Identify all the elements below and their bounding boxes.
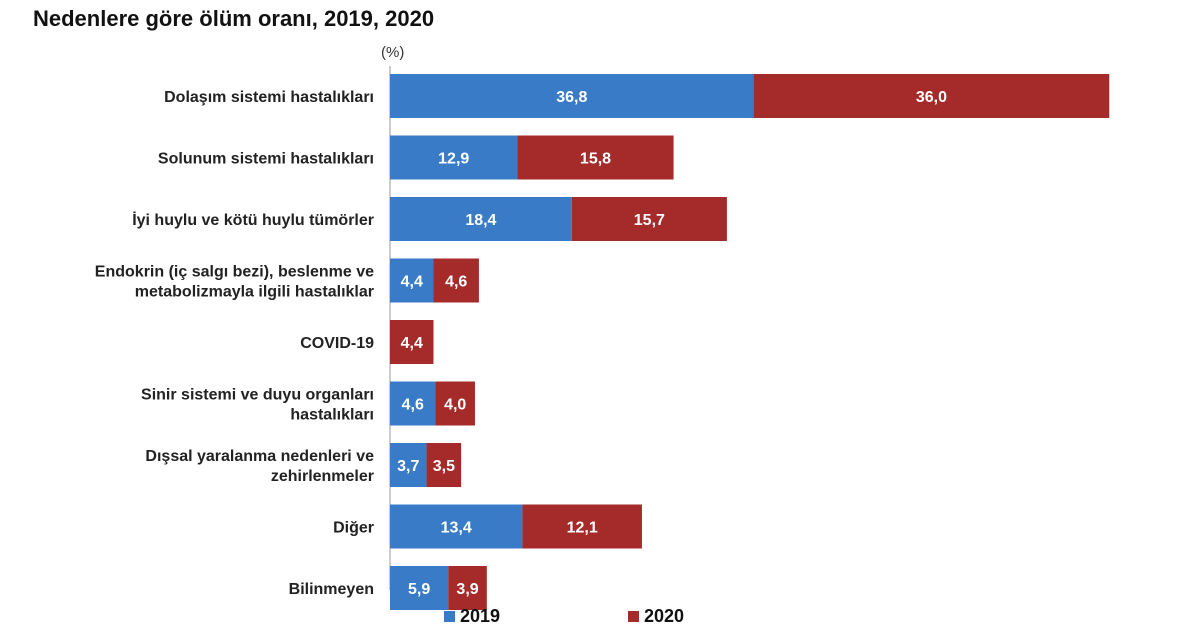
category-label: Diğer <box>333 520 374 537</box>
bar-2020 <box>753 74 1110 118</box>
bar-2019 <box>390 258 434 303</box>
category-label: İyi huylu ve kötü huylu tümörler <box>132 211 374 229</box>
bar-2019 <box>390 381 436 426</box>
data-label-2019: 18,4 <box>465 212 496 229</box>
category-label: Dışsal yaralanma nedenleri ve zehirlenmel… <box>145 448 374 485</box>
category-label: Endokrin (iç salgı bezi), beslenme ve met… <box>95 264 374 301</box>
category-label: Dolaşım sistemi hastalıkları <box>164 89 374 106</box>
bar-2019 <box>390 504 523 549</box>
data-label-2019: 4,6 <box>402 397 424 414</box>
legend-swatch-2019 <box>444 611 455 622</box>
data-label-2019: 3,7 <box>397 458 419 475</box>
data-label-2020: 4,0 <box>444 397 466 414</box>
data-label-2020: 15,8 <box>580 151 611 168</box>
data-label-2020: 3,9 <box>456 581 478 598</box>
data-label-2019: 4,4 <box>401 274 423 291</box>
data-label-2020: 4,6 <box>445 274 467 291</box>
data-label-2019: 13,4 <box>441 520 472 537</box>
category-label: Sinir sistemi ve duyu organları hastalıkl… <box>141 387 374 424</box>
data-label-2019: 36,8 <box>556 89 587 106</box>
data-label-2020: 36,0 <box>916 89 947 106</box>
category-label: Bilinmeyen <box>289 581 374 598</box>
bar-2019 <box>390 566 449 610</box>
bar-2020 <box>433 258 479 303</box>
bar-2020 <box>435 381 475 426</box>
chart-title: Nedenlere göre ölüm oranı, 2019, 2020 <box>33 6 435 31</box>
data-label-2020: 3,5 <box>433 458 455 475</box>
bar-2020 <box>517 135 674 180</box>
data-label-2020: 12,1 <box>567 520 598 537</box>
bar-2019 <box>390 74 754 118</box>
bar-2020 <box>448 566 487 610</box>
bar-2019 <box>390 135 518 180</box>
bar-2020 <box>426 443 462 487</box>
legend-item-2019: 2019 <box>444 606 500 627</box>
legend-label-2020: 2020 <box>644 606 685 626</box>
data-label-2019: 5,9 <box>408 581 430 598</box>
legend-label-2019: 2019 <box>460 606 501 626</box>
bar-2020 <box>522 504 642 549</box>
data-label-2020: 4,4 <box>401 335 423 352</box>
unit-label: (%) <box>381 44 405 61</box>
bar-2020 <box>390 320 434 364</box>
bar-2019 <box>390 197 572 241</box>
bar-2019 <box>390 443 427 487</box>
category-label: COVID-19 <box>300 335 374 352</box>
legend-item-2020: 2020 <box>628 606 684 627</box>
data-label-2020: 15,7 <box>634 212 665 229</box>
legend-swatch-2020 <box>628 611 639 622</box>
category-label: Solunum sistemi hastalıkları <box>158 151 374 168</box>
data-label-2019: 12,9 <box>438 151 469 168</box>
bar-2020 <box>571 197 727 241</box>
